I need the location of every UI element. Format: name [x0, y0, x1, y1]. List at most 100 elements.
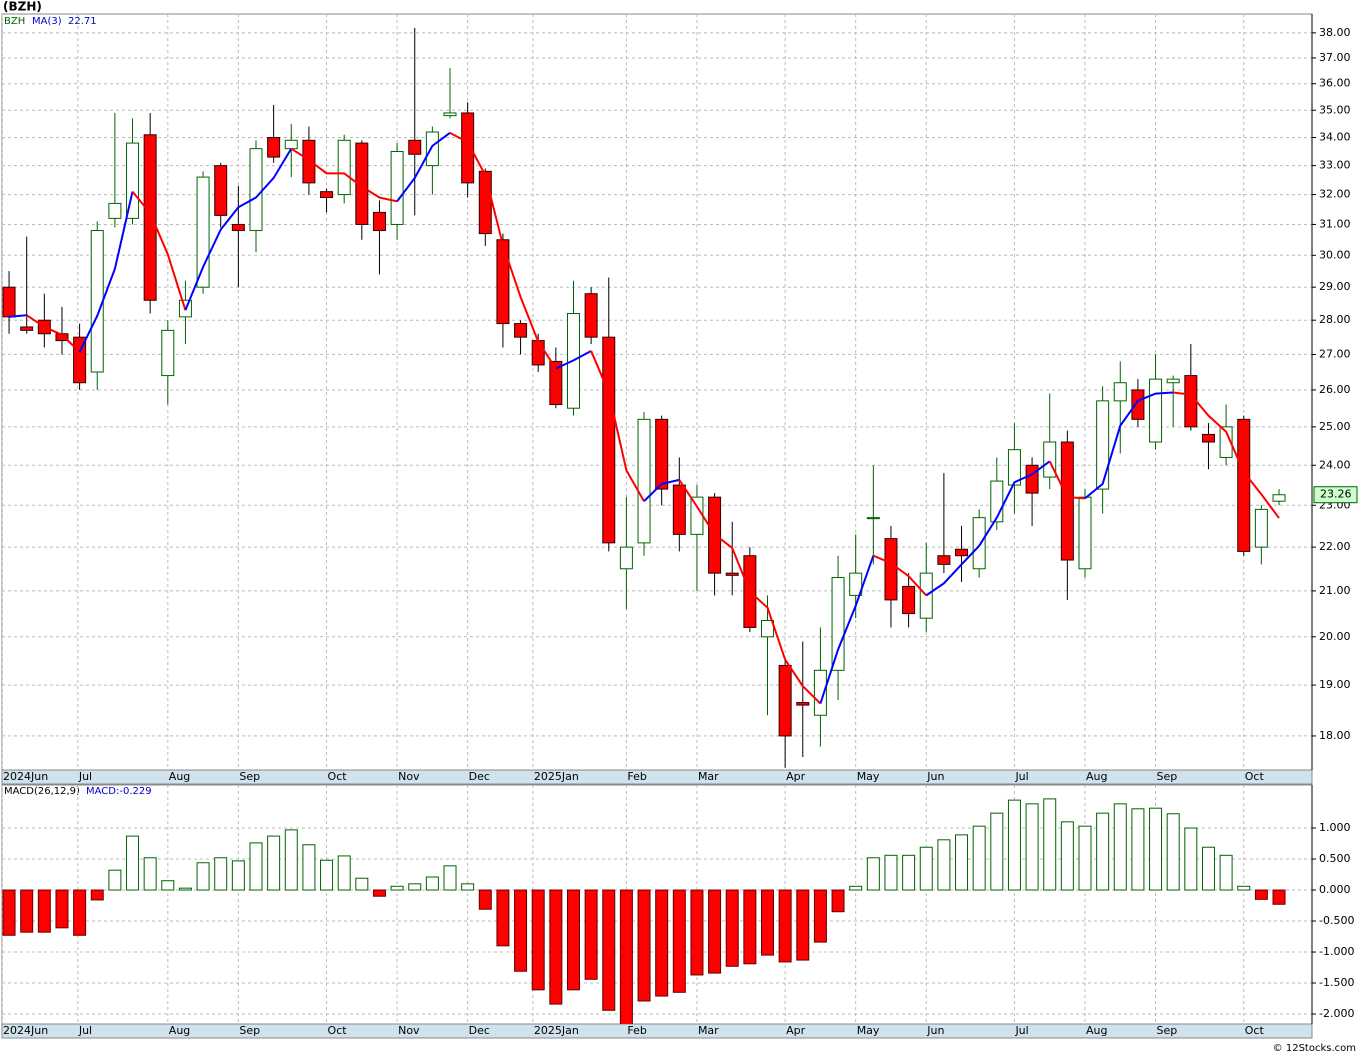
y-tick-label: 29.00	[1319, 280, 1351, 293]
candle-body	[955, 548, 969, 557]
y-tick-label: 0.000	[1319, 883, 1351, 896]
x-tick-label: 2024Jun	[3, 770, 48, 783]
ma-line	[590, 350, 645, 502]
candle-body	[549, 360, 563, 406]
macd-bar	[743, 889, 757, 965]
candle-body	[1078, 496, 1092, 570]
y-tick-label: 22.00	[1319, 540, 1351, 553]
macd-bar	[337, 855, 351, 891]
macd-bar	[126, 835, 140, 891]
last-price-label: 23.26	[1320, 488, 1352, 501]
candle-body	[496, 239, 510, 325]
y-tick-label: 30.00	[1319, 248, 1351, 261]
y-tick-label: -2.000	[1319, 1007, 1354, 1020]
candle-body	[196, 176, 210, 288]
macd-bar	[1007, 799, 1021, 891]
x-tick-label: 2025Jan	[534, 1024, 579, 1037]
x-tick-label: Feb	[627, 1024, 646, 1037]
ma-line	[819, 555, 875, 704]
last-price-box	[1313, 486, 1358, 504]
x-tick-label: Sep	[1157, 770, 1178, 783]
y-tick-label: 28.00	[1319, 313, 1351, 326]
macd-bar	[602, 889, 616, 1011]
candle-body	[161, 329, 175, 377]
macd-bar	[866, 857, 880, 891]
candle-body	[461, 112, 475, 184]
candle-body	[796, 702, 810, 706]
macd-bar	[937, 839, 951, 891]
macd-bar	[1078, 825, 1092, 891]
macd-bar	[20, 889, 34, 933]
candle-body	[372, 211, 386, 232]
candle-body	[108, 202, 122, 219]
x-tick-label: Oct	[1245, 1024, 1265, 1037]
macd-bar	[1272, 889, 1286, 905]
candle-body	[425, 131, 439, 167]
x-tick-label: Feb	[627, 770, 646, 783]
ma-line	[78, 191, 134, 353]
x-tick-label: Jun	[926, 1024, 944, 1037]
candle-body	[761, 619, 775, 638]
y-tick-label: 33.00	[1319, 159, 1351, 172]
x-tick-label: May	[857, 770, 880, 783]
macd-bar	[919, 846, 933, 891]
ma-line	[1084, 391, 1174, 500]
candle-body	[1254, 508, 1268, 548]
macd-bar	[73, 889, 87, 936]
macd-bar	[90, 889, 104, 901]
y-tick-label: 19.00	[1319, 678, 1351, 691]
macd-plot	[2, 785, 1312, 1024]
macd-bar	[831, 889, 845, 913]
macd-bar	[778, 889, 792, 963]
x-tick-label: Apr	[786, 770, 806, 783]
candle-body	[249, 148, 263, 232]
y-tick-label: 20.00	[1319, 630, 1351, 643]
candle-body	[2, 286, 16, 318]
candle-body	[584, 293, 598, 338]
x-tick-label: Dec	[469, 770, 490, 783]
candle-body	[90, 230, 104, 373]
macd-bar	[231, 860, 245, 891]
x-tick-label: 2024Jun	[3, 1024, 48, 1037]
ma-line	[8, 314, 27, 318]
legend-ma: MA(3)	[32, 16, 62, 27]
macd-bar	[531, 889, 545, 991]
y-tick-label: 25.00	[1319, 420, 1351, 433]
x-tick-label: Mar	[698, 1024, 719, 1037]
candle-body	[231, 223, 245, 232]
candle-body	[337, 139, 351, 196]
candle-body	[284, 139, 298, 150]
candle-body	[20, 326, 34, 331]
x-tick-label: Jul	[78, 770, 92, 783]
x-tick-label: Nov	[398, 1024, 420, 1037]
candle-body	[143, 134, 157, 301]
macd-bar	[108, 869, 122, 891]
candle-body	[478, 170, 492, 235]
candle-body	[725, 572, 739, 576]
candle-body	[1184, 375, 1198, 428]
candle-body	[849, 572, 863, 596]
macd-bar	[972, 825, 986, 891]
macd-bar	[655, 889, 669, 997]
y-tick-label: 0.500	[1319, 852, 1351, 865]
candle-body	[884, 538, 898, 601]
x-tick-label: Sep	[239, 770, 260, 783]
macd-bar	[849, 885, 863, 891]
macd-bar	[1113, 803, 1127, 891]
ma-line	[872, 554, 927, 597]
x-tick-label: Apr	[786, 1024, 806, 1037]
x-tick-label: Jul	[78, 1024, 92, 1037]
macd-bar	[1096, 812, 1110, 891]
candle-body	[1272, 494, 1286, 502]
candle-body	[1166, 378, 1180, 384]
macd-bar	[813, 889, 827, 943]
macd-bar	[284, 829, 298, 891]
y-tick-label: -0.500	[1319, 914, 1354, 927]
macd-bar	[1184, 827, 1198, 891]
macd-bar	[1131, 808, 1145, 891]
macd-bar	[37, 889, 51, 933]
candle-body	[302, 139, 316, 184]
ma-line	[290, 147, 398, 203]
macd-bar	[143, 857, 157, 891]
price-plot	[2, 14, 1312, 770]
